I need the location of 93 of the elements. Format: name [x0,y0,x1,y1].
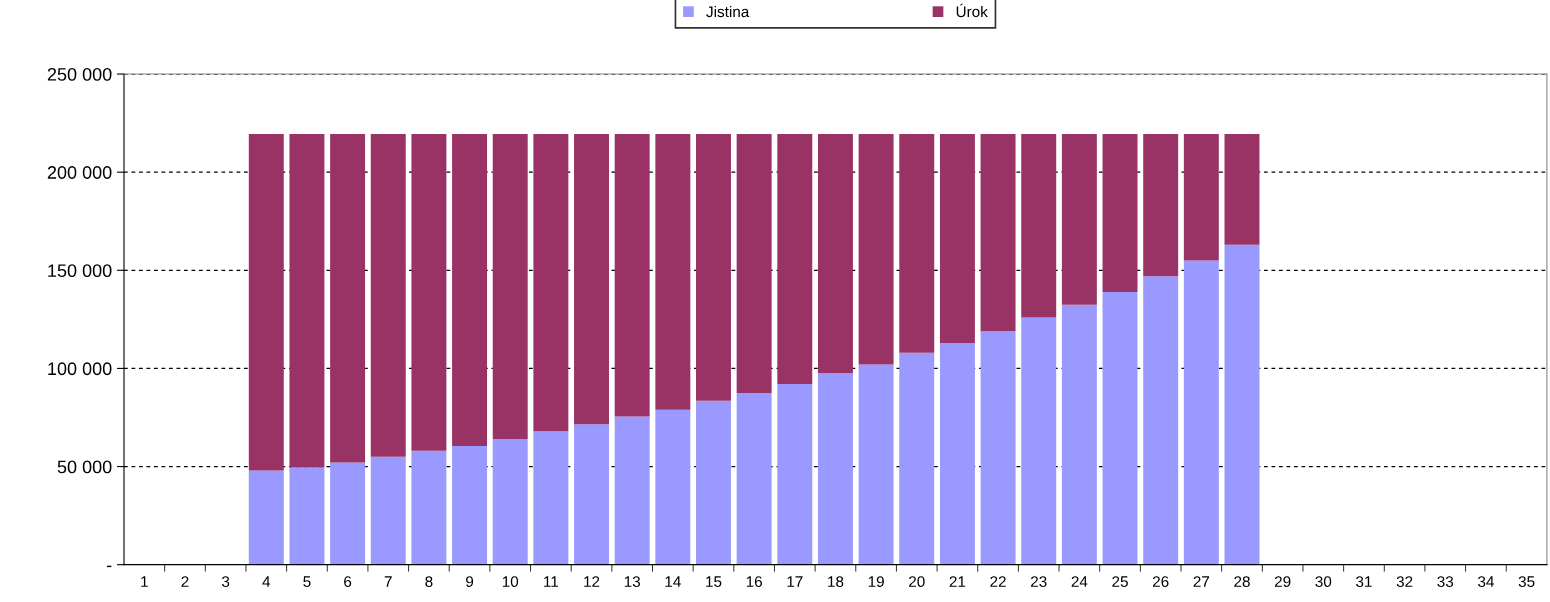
bar [817,133,853,374]
bar [939,133,975,343]
bar [736,392,772,565]
bar [289,133,325,468]
y-tick-label: 100 000 [48,362,112,376]
bar [452,133,488,446]
bar [899,133,935,353]
bar [1102,133,1138,292]
bar [777,133,813,385]
bar [1021,317,1057,565]
x-tick-label: 5 [303,576,311,588]
x-tick-label: 2 [181,576,189,587]
x-tick-label: 25 [1112,576,1128,588]
x-tick-label: 6 [344,576,352,588]
x-tick-label: 3 [221,576,230,588]
bar [1061,304,1097,565]
legend-label: Úrok [956,3,988,18]
x-tick-label: 30 [1315,576,1332,588]
bar [696,400,731,565]
y-tick-label: 200 000 [47,166,112,179]
bar [452,445,488,565]
bar [1143,133,1179,277]
y-tick-label: 250 000 [47,67,112,81]
x-tick-label: 15 [706,576,722,588]
bar [248,133,284,471]
bar [1102,291,1138,565]
bar [289,467,325,565]
legend-label: Jistina [706,5,750,18]
bar [1021,133,1057,318]
bar [614,416,650,565]
bar [492,133,528,440]
x-tick-label: 11 [544,576,559,587]
x-tick-label: 35 [1518,576,1535,588]
bar [1183,133,1219,261]
bar [655,409,691,565]
x-tick-label: 1 [141,576,148,587]
bar [574,424,610,565]
x-tick-label: 27 [1193,576,1210,587]
bar [330,462,366,565]
x-tick-label: 31 [1356,576,1372,588]
bar [1224,133,1260,245]
x-tick-label: 23 [1030,576,1047,588]
bar [1061,133,1097,305]
x-tick-label: 10 [502,576,519,588]
bar [858,133,894,365]
bar [736,133,772,393]
x-tick-label: 7 [384,576,392,587]
bar [370,456,406,565]
x-tick-label: 17 [787,576,803,587]
y-tick-label: 150 000 [48,264,112,278]
x-tick-label: 4 [262,576,271,587]
y-tick-label: - [106,565,112,568]
x-tick-label: 13 [624,576,640,588]
bar [980,331,1016,565]
bar [696,133,731,401]
x-tick-label: 21 [949,576,966,587]
x-tick-label: 14 [665,576,681,587]
bar [248,470,284,565]
x-tick-label: 33 [1437,576,1454,588]
bar [614,133,650,417]
x-tick-label: 24 [1071,576,1088,587]
bar [574,133,610,425]
x-tick-label: 20 [909,576,925,588]
x-tick-label: 32 [1396,576,1413,588]
bar [1183,260,1219,565]
bar [655,133,691,410]
bar [533,431,569,565]
x-tick-label: 34 [1478,576,1494,588]
bar [370,133,406,457]
bar [411,133,447,451]
x-tick-label: 16 [746,576,762,588]
bar [1143,276,1179,565]
bar [858,364,894,565]
x-tick-label: 12 [584,576,600,587]
y-tick-label: 50 000 [57,460,112,474]
bar [817,373,853,565]
x-tick-label: 22 [990,576,1006,587]
x-tick-label: 18 [828,576,844,588]
x-tick-label: 19 [868,576,884,588]
x-tick-label: 9 [466,576,474,588]
bar [1224,244,1260,565]
bar [777,384,813,565]
bar [533,133,569,432]
bar [411,450,447,565]
x-tick-label: 8 [425,576,433,588]
x-tick-label: 26 [1152,576,1169,588]
bar [980,133,1016,332]
x-tick-label: 28 [1234,576,1250,588]
x-tick-label: 29 [1274,576,1291,588]
bar [492,439,528,565]
bar [330,133,366,463]
bar [939,342,975,565]
bar [899,352,935,565]
